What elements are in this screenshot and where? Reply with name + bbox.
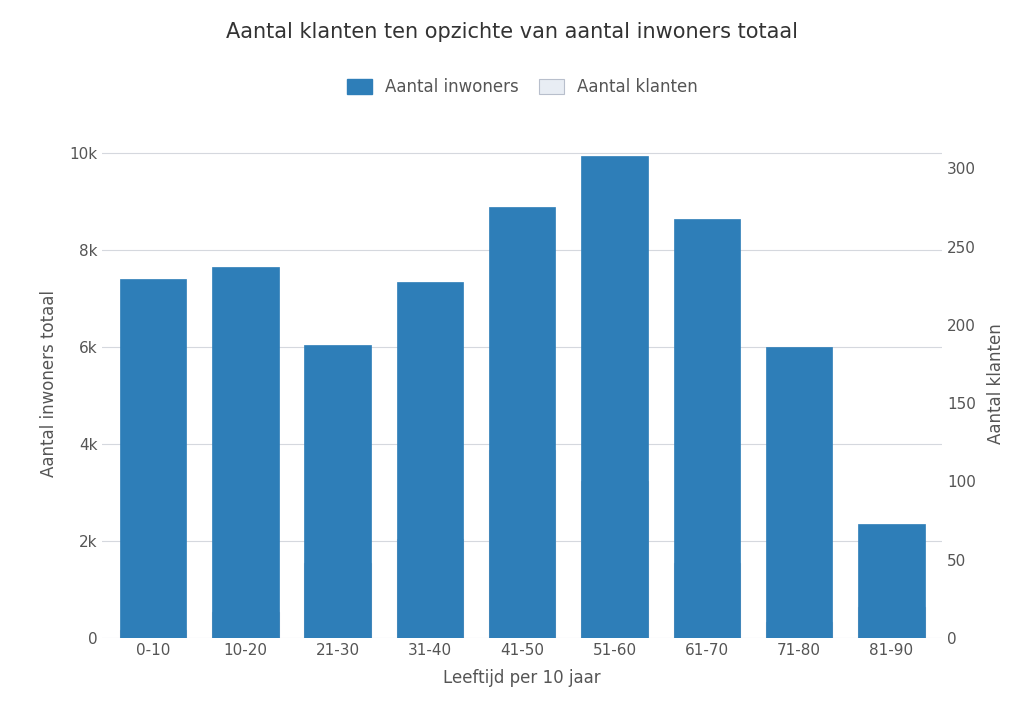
Bar (120, 630, 186, 638)
Bar (396, 282, 463, 638)
Bar (674, 219, 740, 638)
Bar (674, 563, 740, 638)
Y-axis label: Aantal inwoners totaal: Aantal inwoners totaal (40, 290, 58, 477)
Bar (858, 607, 925, 638)
Bar (212, 612, 279, 638)
Bar (582, 156, 648, 638)
Y-axis label: Aantal klanten: Aantal klanten (987, 323, 1005, 444)
Bar (304, 563, 371, 638)
Bar (304, 345, 371, 638)
Bar (120, 280, 186, 638)
Bar (396, 539, 463, 638)
Bar (489, 206, 555, 638)
Bar (489, 450, 555, 638)
Legend: Aantal inwoners, Aantal klanten: Aantal inwoners, Aantal klanten (340, 71, 705, 103)
Bar (766, 622, 833, 638)
Text: Aantal klanten ten opzichte van aantal inwoners totaal: Aantal klanten ten opzichte van aantal i… (226, 22, 798, 42)
X-axis label: Leeftijd per 10 jaar: Leeftijd per 10 jaar (443, 669, 601, 687)
Bar (766, 347, 833, 638)
Bar (858, 524, 925, 638)
Bar (582, 482, 648, 638)
Bar (212, 267, 279, 638)
